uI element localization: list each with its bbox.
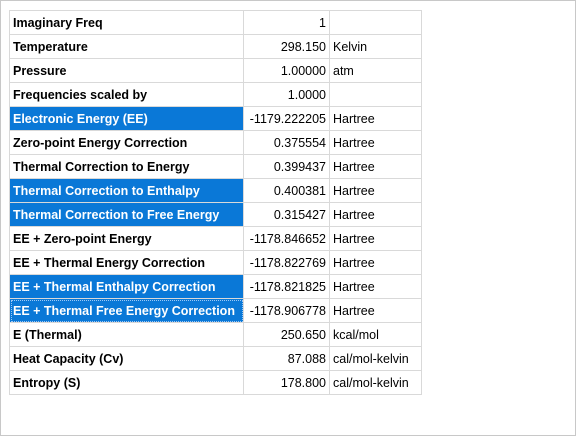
property-value-cell[interactable]: 1 <box>243 10 330 35</box>
property-name-cell[interactable]: Frequencies scaled by <box>9 82 244 107</box>
property-name-cell[interactable]: Temperature <box>9 34 244 59</box>
table-row-e-thermal[interactable]: E (Thermal) 250.650 kcal/mol <box>9 322 422 347</box>
property-unit-cell[interactable]: Kelvin <box>329 34 422 59</box>
property-value-cell[interactable]: -1178.822769 <box>243 250 330 275</box>
table-row-temperature[interactable]: Temperature 298.150 Kelvin <box>9 34 422 59</box>
property-unit-cell[interactable] <box>329 82 422 107</box>
property-unit-cell[interactable]: atm <box>329 58 422 83</box>
property-unit-cell[interactable]: Hartree <box>329 226 422 251</box>
table-row-electronic-energy-ee[interactable]: Electronic Energy (EE) -1179.222205 Hartre… <box>9 106 422 131</box>
property-value-cell[interactable]: 0.400381 <box>243 178 330 203</box>
property-value-cell[interactable]: -1179.222205 <box>243 106 330 131</box>
table-row-zero-point-energy-correction[interactable]: Zero-point Energy Correction 0.375554 Hart… <box>9 130 422 155</box>
property-unit-cell[interactable]: Hartree <box>329 298 422 323</box>
table-row-thermal-correction-to-free-energy[interactable]: Thermal Correction to Free Energy 0.31542… <box>9 202 422 227</box>
property-name-cell[interactable]: EE + Thermal Free Energy Correction <box>9 298 244 323</box>
table-row-thermal-correction-to-enthalpy[interactable]: Thermal Correction to Enthalpy 0.400381 Ha… <box>9 178 422 203</box>
table-row-ee-thermal-energy-correction[interactable]: EE + Thermal Energy Correction -1178.8227… <box>9 250 422 275</box>
property-name-cell[interactable]: EE + Zero-point Energy <box>9 226 244 251</box>
property-name-cell[interactable]: Pressure <box>9 58 244 83</box>
table-row-ee-zero-point-energy[interactable]: EE + Zero-point Energy -1178.846652 Hartre… <box>9 226 422 251</box>
property-name-cell[interactable]: Thermal Correction to Energy <box>9 154 244 179</box>
property-value-cell[interactable]: 250.650 <box>243 322 330 347</box>
property-unit-cell[interactable]: Hartree <box>329 274 422 299</box>
property-value-cell[interactable]: 1.00000 <box>243 58 330 83</box>
table-row-ee-thermal-free-energy-correction[interactable]: EE + Thermal Free Energy Correction -1178… <box>9 298 422 323</box>
table-body: Imaginary Freq 1 Temperature 298.150 Kelvin P… <box>9 10 422 395</box>
table-row-thermal-correction-to-energy[interactable]: Thermal Correction to Energy 0.399437 Hart… <box>9 154 422 179</box>
table-row-heat-capacity-cv[interactable]: Heat Capacity (Cv) 87.088 cal/mol-kelvin <box>9 346 422 371</box>
property-name-cell[interactable]: EE + Thermal Energy Correction <box>9 250 244 275</box>
property-unit-cell[interactable]: Hartree <box>329 250 422 275</box>
property-value-cell[interactable]: 0.315427 <box>243 202 330 227</box>
property-value-cell[interactable]: 298.150 <box>243 34 330 59</box>
property-value-cell[interactable]: -1178.846652 <box>243 226 330 251</box>
property-name-cell[interactable]: Electronic Energy (EE) <box>9 106 244 131</box>
property-unit-cell[interactable]: Hartree <box>329 130 422 155</box>
thermochemistry-table: Imaginary Freq 1 Temperature 298.150 Kelvin P… <box>9 10 422 395</box>
property-value-cell[interactable]: -1178.821825 <box>243 274 330 299</box>
property-value-cell[interactable]: -1178.906778 <box>243 298 330 323</box>
property-unit-cell[interactable]: Hartree <box>329 106 422 131</box>
property-unit-cell[interactable]: Hartree <box>329 154 422 179</box>
property-unit-cell[interactable]: Hartree <box>329 178 422 203</box>
property-name-cell[interactable]: Entropy (S) <box>9 370 244 395</box>
property-unit-cell[interactable]: kcal/mol <box>329 322 422 347</box>
property-value-cell[interactable]: 178.800 <box>243 370 330 395</box>
property-name-cell[interactable]: EE + Thermal Enthalpy Correction <box>9 274 244 299</box>
table-row-ee-thermal-enthalpy-correction[interactable]: EE + Thermal Enthalpy Correction -1178.82… <box>9 274 422 299</box>
property-unit-cell[interactable] <box>329 10 422 35</box>
table-row-pressure[interactable]: Pressure 1.00000 atm <box>9 58 422 83</box>
property-name-cell[interactable]: Heat Capacity (Cv) <box>9 346 244 371</box>
property-value-cell[interactable]: 0.375554 <box>243 130 330 155</box>
property-unit-cell[interactable]: cal/mol-kelvin <box>329 346 422 371</box>
property-value-cell[interactable]: 0.399437 <box>243 154 330 179</box>
property-name-cell[interactable]: Zero-point Energy Correction <box>9 130 244 155</box>
property-name-cell[interactable]: E (Thermal) <box>9 322 244 347</box>
property-value-cell[interactable]: 1.0000 <box>243 82 330 107</box>
table-row-entropy-s[interactable]: Entropy (S) 178.800 cal/mol-kelvin <box>9 370 422 395</box>
property-name-cell[interactable]: Thermal Correction to Enthalpy <box>9 178 244 203</box>
property-name-cell[interactable]: Thermal Correction to Free Energy <box>9 202 244 227</box>
property-value-cell[interactable]: 87.088 <box>243 346 330 371</box>
property-unit-cell[interactable]: cal/mol-kelvin <box>329 370 422 395</box>
table-row-imaginary-freq[interactable]: Imaginary Freq 1 <box>9 10 422 35</box>
property-unit-cell[interactable]: Hartree <box>329 202 422 227</box>
property-name-cell[interactable]: Imaginary Freq <box>9 10 244 35</box>
table-row-frequencies-scaled-by[interactable]: Frequencies scaled by 1.0000 <box>9 82 422 107</box>
